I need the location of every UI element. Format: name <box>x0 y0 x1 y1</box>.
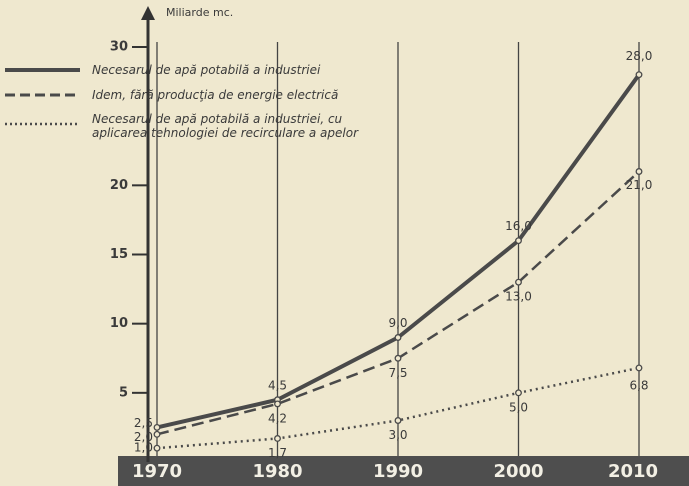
legend-label: Idem, fără producţia de energie electric… <box>92 88 339 102</box>
point <box>274 400 281 408</box>
value-label: 3,0 <box>388 428 407 442</box>
x-tick-label: 1990 <box>373 461 423 482</box>
y-tick-label: 5 <box>119 385 128 400</box>
point <box>394 417 402 424</box>
y-axis-arrow <box>141 6 155 20</box>
point <box>274 435 281 442</box>
y-tick-label: 10 <box>110 316 128 331</box>
value-label: 4,2 <box>268 411 287 425</box>
point <box>515 237 522 245</box>
value-label: 28,0 <box>626 49 653 63</box>
point <box>635 364 643 372</box>
value-label: 9,0 <box>388 316 407 330</box>
value-label: 6,8 <box>629 378 648 392</box>
y-tick-label: 15 <box>110 247 128 262</box>
value-label: 16,0 <box>505 219 532 233</box>
point <box>394 334 402 341</box>
x-tick-label: 2000 <box>493 461 543 482</box>
value-label: 5,0 <box>509 400 528 414</box>
point <box>635 71 643 79</box>
y-tick-label: 30 <box>110 40 128 55</box>
value-label: 7,5 <box>388 366 407 380</box>
point <box>153 430 161 438</box>
point <box>515 278 522 286</box>
value-label: 4,5 <box>268 378 287 392</box>
value-label: 2,5 <box>134 416 153 430</box>
point <box>515 389 522 397</box>
x-tick-label: 1980 <box>252 461 302 482</box>
value-label: 1,0 <box>134 441 153 455</box>
y-tick-label: 20 <box>110 178 128 193</box>
x-axis-band <box>118 456 689 486</box>
value-label: 1,7 <box>268 446 287 460</box>
value-label: 2,0 <box>134 430 153 444</box>
point <box>153 423 161 431</box>
x-tick-label: 1970 <box>132 461 182 482</box>
value-label: 21,0 <box>626 178 653 192</box>
value-label: 13,0 <box>505 290 532 304</box>
legend-label: Necesarul de apă potabilă a industriei <box>92 63 321 77</box>
point <box>153 444 161 452</box>
point <box>394 354 402 362</box>
y-axis-label: Miliarde mc. <box>166 6 233 19</box>
point <box>635 168 643 175</box>
x-tick-label: 2010 <box>608 461 658 482</box>
legend-label: Necesarul de apă potabilă a industriei, … <box>92 112 359 140</box>
